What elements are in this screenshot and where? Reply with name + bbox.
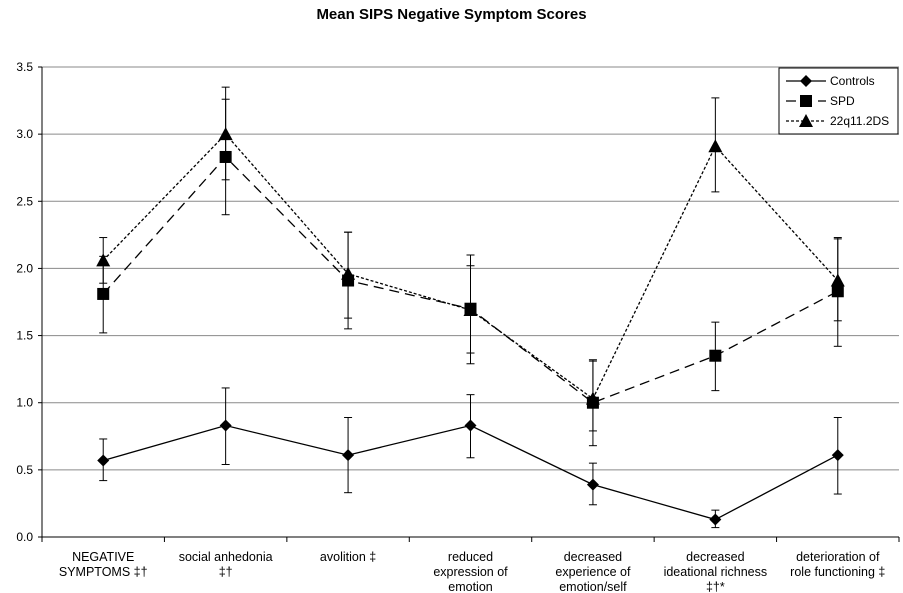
legend: Controls SPD 22q11.2DS [778, 67, 899, 135]
x-category-label: deterioration of role functioning ‡ [790, 550, 885, 579]
data-point [709, 349, 722, 362]
legend-marker [799, 114, 813, 127]
chart-title: Mean SIPS Negative Symptom Scores [316, 6, 587, 23]
y-tick-label: 2.0 [16, 261, 33, 275]
axes [38, 66, 900, 542]
data-point [219, 419, 232, 432]
x-category-label: NEGATIVE SYMPTOMS ‡† [59, 550, 148, 579]
data-point [96, 253, 111, 267]
data-point [463, 303, 478, 317]
series-controls [97, 387, 844, 529]
y-tick-label: 0.5 [16, 463, 33, 477]
x-category-label: social anhedonia ‡† [179, 550, 273, 579]
data-point [464, 419, 477, 432]
legend-marker [800, 75, 812, 87]
data-point [342, 449, 355, 462]
x-category-labels: NEGATIVE SYMPTOMS ‡† social anhedonia ‡† avo… [59, 550, 886, 593]
data-point [709, 513, 722, 526]
data-point [585, 391, 600, 405]
data-point [341, 266, 356, 280]
x-category-label: reduced expression of emotion [433, 550, 508, 593]
series-22q11-2ds [96, 86, 845, 432]
y-tick-label: 0.0 [16, 530, 33, 544]
y-tick-label: 2.5 [16, 194, 33, 208]
data-point [97, 287, 110, 300]
x-category-label: avolition ‡ [320, 550, 376, 564]
y-tick-label: 1.0 [16, 396, 33, 410]
legend-label: 22q11.2DS [830, 114, 889, 128]
data-point [830, 273, 845, 287]
data-point [831, 449, 844, 462]
legend-marker [800, 95, 812, 107]
x-category-label: decreased ideational richness ‡†* [664, 550, 768, 593]
data-point [708, 139, 723, 153]
legend-box [778, 67, 899, 135]
series [96, 86, 845, 529]
y-tick-label: 1.5 [16, 329, 33, 343]
data-point [586, 478, 599, 491]
legend-label: SPD [830, 94, 855, 108]
x-category-label: decreased experience of emotion/self [555, 550, 631, 593]
y-tick-label: 3.5 [16, 60, 33, 74]
data-point [97, 454, 110, 467]
y-tick-labels: 0.0 0.5 1.0 1.5 2.0 2.5 3.0 3.5 [16, 60, 33, 544]
y-tick-label: 3.0 [16, 127, 33, 141]
legend-label: Controls [830, 74, 875, 88]
data-point [218, 127, 233, 141]
